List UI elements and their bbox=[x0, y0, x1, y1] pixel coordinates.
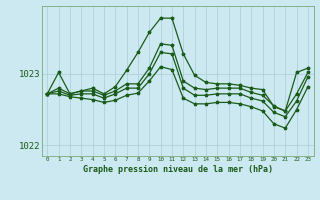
X-axis label: Graphe pression niveau de la mer (hPa): Graphe pression niveau de la mer (hPa) bbox=[83, 165, 273, 174]
